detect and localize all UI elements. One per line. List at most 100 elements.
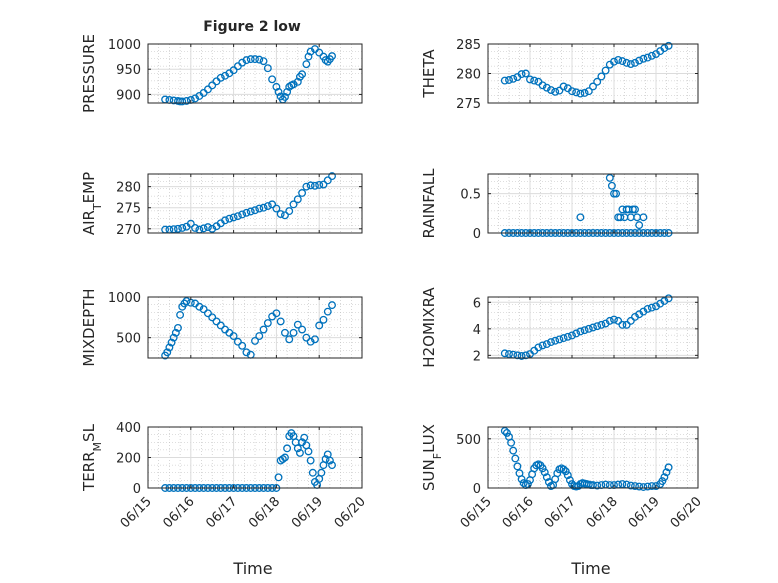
data-point [203,309,212,318]
data-point [302,60,311,69]
data-point [319,315,328,324]
chart-panel-rainfall: 0 0.5 RAINFALL [420,168,699,242]
y-tick-label: 0 [473,482,481,497]
data-point [167,338,176,347]
data-point [555,335,564,344]
data-point [182,97,191,105]
data-point [601,66,610,75]
data-point [580,326,589,335]
y-tick-label: 900 [116,88,141,103]
data-point [647,51,656,60]
data-point [618,320,627,329]
data-point [511,454,520,463]
data-point [521,69,530,78]
data-point [293,195,302,204]
data-point [616,213,625,222]
data-point [610,315,618,324]
data-point [298,70,307,79]
data-point [229,332,238,340]
data-point [285,335,294,344]
data-point [523,480,532,489]
data-point [513,351,522,360]
y-tick-label: 0 [133,482,141,497]
data-point [268,75,277,84]
data-point [658,477,667,486]
data-point [635,482,644,491]
data-series [500,41,673,98]
data-point [589,82,597,91]
data-point [576,89,585,98]
data-point [295,448,304,457]
data-point [662,468,671,477]
data-point [315,321,324,330]
data-point [283,444,292,453]
x-tick-label: 06/17 [203,494,240,531]
data-point [259,325,268,334]
x-tick-label: 06/18 [246,494,283,531]
data-series [500,294,673,360]
data-series [161,172,336,234]
data-point [182,297,191,306]
data-point [622,320,631,329]
data-point [242,208,251,217]
data-point [328,172,336,181]
y-tick-label: 500 [116,332,141,347]
data-point [540,468,549,477]
data-point [572,329,581,338]
x-tick-label: 06/16 [161,494,198,531]
data-point [259,57,268,66]
data-point [639,54,648,63]
data-point [208,224,217,233]
data-point [263,64,272,73]
data-point [521,351,530,360]
x-tick-label: 06/20 [332,494,369,531]
x-tick-label: 06/18 [584,494,621,531]
data-point [647,482,656,490]
data-point [618,480,627,489]
data-point [281,92,289,101]
y-tick-label: 4 [473,323,481,338]
data-point [565,476,574,485]
data-point [268,200,277,209]
data-point [538,81,547,90]
data-point [517,352,526,360]
data-point [199,224,208,233]
data-point [517,70,526,79]
data-point [319,180,328,189]
data-point [505,76,513,84]
data-point [302,182,311,191]
data-point [635,56,644,65]
data-point [255,204,264,213]
data-point [163,348,172,357]
data-point [643,53,652,62]
data-point [321,455,330,463]
data-point [221,216,229,225]
data-point [274,87,283,96]
data-point [639,483,648,491]
data-point [530,76,539,85]
data-point [203,223,212,232]
data-point [310,181,319,190]
y-tick-label: 200 [116,452,141,467]
data-point [306,456,315,465]
chart-panel-theta: 275 280 285 THETA [420,38,699,112]
data-point [208,313,217,322]
data-point [542,473,551,482]
y-tick-label: 275 [456,97,481,112]
data-point [191,223,200,232]
data-point [263,202,272,210]
data-point [559,334,568,343]
y-tick-label: 500 [456,433,481,448]
data-point [572,88,581,97]
y-tick-label: 1000 [108,291,141,306]
data-point [212,317,221,326]
data-point [233,337,242,346]
data-point [274,473,283,482]
data-point [500,76,509,85]
data-point [229,213,238,222]
x-tick-label: 06/15 [118,494,155,531]
data-point [306,337,315,346]
data-point [289,80,298,89]
data-point [635,221,644,230]
